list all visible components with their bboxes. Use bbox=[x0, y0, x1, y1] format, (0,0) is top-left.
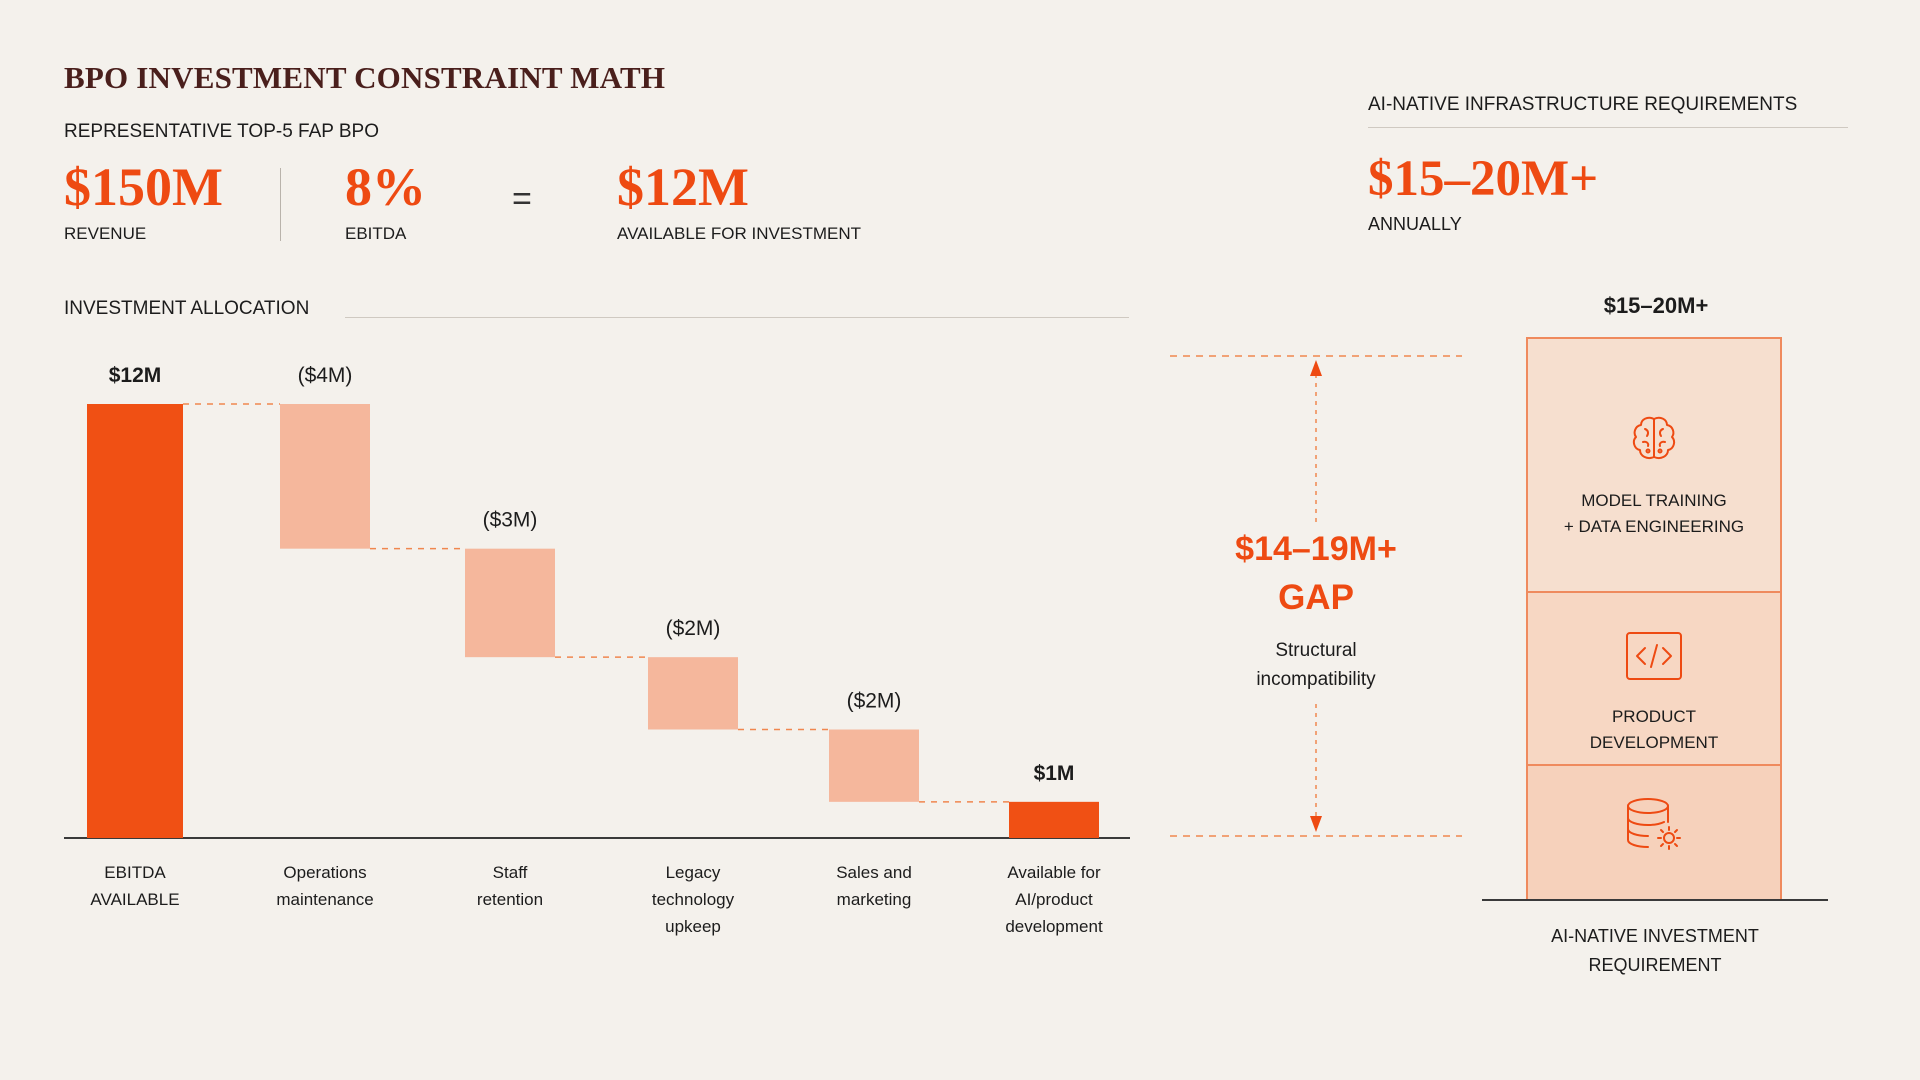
stack-segment-infrastructure bbox=[1528, 766, 1780, 900]
category-label-line: development bbox=[1005, 917, 1103, 936]
waterfall-bar bbox=[280, 404, 370, 549]
stack-caption-line: AI-NATIVE INVESTMENT bbox=[1551, 926, 1759, 946]
equals-sign: = bbox=[512, 180, 532, 218]
requirements-heading: AI-NATIVE INFRASTRUCTURE REQUIREMENTS bbox=[1368, 94, 1798, 115]
code-icon bbox=[1626, 632, 1682, 680]
bar-value-label: ($2M) bbox=[666, 617, 721, 640]
bar-value-label: ($4M) bbox=[298, 364, 353, 387]
category-label-line: technology bbox=[652, 890, 735, 909]
ebitda-label: EBITDA bbox=[345, 224, 407, 243]
requirements-period: ANNUALLY bbox=[1368, 214, 1462, 234]
ebitda-value: 8% bbox=[345, 157, 426, 217]
segment-label-product-development: PRODUCT DEVELOPMENT bbox=[1528, 704, 1780, 756]
requirement-stack: MODEL TRAINING + DATA ENGINEERING PRODUC… bbox=[1526, 337, 1782, 900]
brain-icon bbox=[1632, 416, 1676, 460]
category-label-line: Legacy bbox=[666, 863, 721, 882]
bar-value-label: $12M bbox=[109, 364, 162, 387]
category-label-line: Available for bbox=[1007, 863, 1101, 882]
metric-divider bbox=[280, 168, 281, 241]
stack-caption: AI-NATIVE INVESTMENT REQUIREMENT bbox=[1500, 922, 1810, 980]
gap-note-line: Structural bbox=[1275, 640, 1357, 661]
category-label: Legacy technology upkeep bbox=[652, 863, 735, 936]
segment-label-line: MODEL TRAINING bbox=[1581, 491, 1727, 510]
category-label-line: marketing bbox=[837, 890, 912, 909]
category-label-line: upkeep bbox=[665, 917, 721, 936]
requirements-value: $15–20M+ bbox=[1368, 151, 1599, 207]
category-label-line: Operations bbox=[283, 863, 366, 882]
bar-value-label: $1M bbox=[1034, 762, 1075, 785]
stack-total-label: $15–20M+ bbox=[1603, 293, 1709, 318]
database-gear-icon bbox=[1627, 798, 1681, 850]
page-title: BPO INVESTMENT CONSTRAINT MATH bbox=[64, 60, 666, 95]
gap-arrow-up-icon bbox=[1310, 360, 1322, 376]
segment-label-line: PRODUCT bbox=[1611, 707, 1697, 726]
stack-caption-line: REQUIREMENT bbox=[1588, 955, 1722, 975]
waterfall-bar bbox=[465, 548, 555, 658]
gap-arrow-down-icon bbox=[1310, 816, 1322, 832]
category-label: EBITDA AVAILABLE bbox=[90, 863, 179, 909]
segment-label-line: + DATA ENGINEERING bbox=[1563, 517, 1745, 536]
category-label-line: EBITDA bbox=[104, 863, 166, 882]
stack-segment-product-development: PRODUCT DEVELOPMENT bbox=[1528, 593, 1780, 766]
category-label-line: AI/product bbox=[1015, 890, 1093, 909]
category-label: Sales and marketing bbox=[836, 863, 912, 909]
category-label-line: maintenance bbox=[276, 890, 373, 909]
allocation-heading: INVESTMENT ALLOCATION bbox=[64, 298, 310, 319]
bar-value-label: ($3M) bbox=[483, 509, 538, 532]
stack-segment-model-training: MODEL TRAINING + DATA ENGINEERING bbox=[1528, 339, 1780, 593]
page-subtitle: REPRESENTATIVE TOP-5 FAP BPO bbox=[64, 121, 380, 142]
bar-value-label: ($2M) bbox=[847, 690, 902, 713]
waterfall-bar bbox=[1009, 801, 1099, 838]
category-label: Staff retention bbox=[477, 863, 543, 909]
waterfall-bar bbox=[648, 657, 738, 730]
waterfall-bar bbox=[87, 404, 183, 838]
category-label: Available for AI/product development bbox=[1005, 863, 1103, 936]
category-label-line: AVAILABLE bbox=[90, 890, 179, 909]
stack-baseline bbox=[1482, 899, 1828, 901]
gap-value: $14–19M+ bbox=[1235, 530, 1397, 568]
category-label-line: Staff bbox=[493, 863, 528, 882]
requirements-heading-rule bbox=[1368, 127, 1848, 128]
segment-label-model-training: MODEL TRAINING + DATA ENGINEERING bbox=[1528, 488, 1780, 540]
category-label-line: retention bbox=[477, 890, 543, 909]
available-label: AVAILABLE FOR INVESTMENT bbox=[617, 224, 862, 243]
available-value: $12M bbox=[617, 157, 749, 217]
gap-note-line: incompatibility bbox=[1256, 669, 1376, 690]
allocation-heading-rule bbox=[345, 317, 1129, 318]
revenue-value: $150M bbox=[64, 157, 223, 217]
category-label: Operations maintenance bbox=[276, 863, 373, 909]
waterfall-bar bbox=[829, 729, 919, 802]
revenue-label: REVENUE bbox=[64, 224, 147, 243]
category-label-line: Sales and bbox=[836, 863, 912, 882]
gap-note: Structural incompatibility bbox=[1200, 636, 1432, 694]
gap-word: GAP bbox=[1278, 578, 1354, 617]
segment-label-line: DEVELOPMENT bbox=[1589, 733, 1719, 752]
